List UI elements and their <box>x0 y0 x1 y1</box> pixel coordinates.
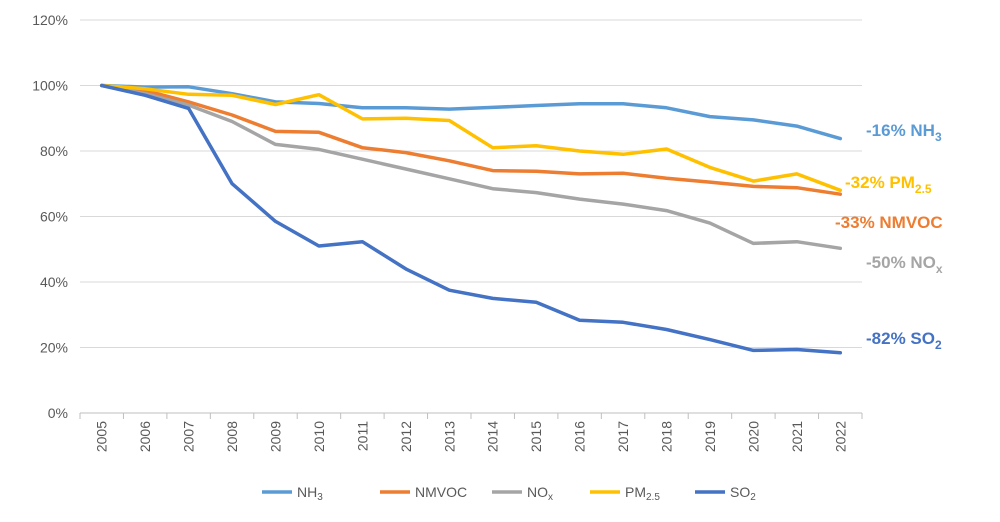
x-tick-label: 2020 <box>745 421 761 452</box>
end-label: -32% PM2.5 <box>845 173 932 196</box>
end-labels: -16% NH3 -33% NMVOC -50% NOx -32% PM2.5 -82%… <box>835 121 943 352</box>
x-tick-label: 2022 <box>832 421 848 452</box>
gridlines <box>80 19 862 414</box>
x-tick-label: 2007 <box>181 421 197 452</box>
x-tick-label: 2015 <box>528 421 544 452</box>
x-tick-label: 2018 <box>659 421 675 452</box>
y-tick-label: 120% <box>32 12 68 28</box>
legend-label: PM2.5 <box>625 484 660 503</box>
y-axis: 0% 20% 40% 60% 80% 100% 120% <box>32 12 68 421</box>
x-tick-label: 2009 <box>268 421 284 452</box>
end-label: -50% NOx <box>866 253 943 276</box>
legend-label: NOx <box>527 484 553 503</box>
end-label: -16% NH3 <box>866 121 942 144</box>
series-line-nh3 <box>99 83 843 141</box>
x-tick-label: 2005 <box>94 421 110 452</box>
series-line-nox <box>99 83 843 251</box>
series-lines <box>99 83 843 355</box>
legend-label: SO2 <box>730 484 756 503</box>
x-tick-label: 2021 <box>789 421 805 452</box>
x-tick-label: 2014 <box>485 421 501 452</box>
x-tick-label: 2013 <box>441 421 457 452</box>
x-tick-label: 2010 <box>311 421 327 452</box>
x-tick-label: 2006 <box>137 421 153 452</box>
x-tick-label: 2008 <box>224 421 240 452</box>
x-tick-label: 2019 <box>702 421 718 452</box>
y-tick-label: 100% <box>32 78 68 94</box>
y-tick-label: 40% <box>40 274 68 290</box>
y-tick-label: 20% <box>40 340 68 356</box>
x-tick-label: 2016 <box>572 421 588 452</box>
x-tick-label: 2011 <box>354 421 370 451</box>
x-tick-label: 2017 <box>615 421 631 452</box>
series-line-pm25 <box>99 83 843 193</box>
series-line-so2 <box>99 83 843 355</box>
end-label: -33% NMVOC <box>835 213 943 232</box>
y-tick-label: 60% <box>40 209 68 225</box>
x-tick-label: 2012 <box>398 421 414 452</box>
y-tick-label: 0% <box>48 405 68 421</box>
end-label: -82% SO2 <box>866 329 942 352</box>
series-line-nmvoc <box>99 83 843 196</box>
legend: NH3 NMVOC NOx PM2.5 SO2 <box>262 484 756 503</box>
y-tick-label: 80% <box>40 143 68 159</box>
legend-label: NH3 <box>297 484 323 503</box>
x-axis: 2005 2006 2007 2008 2009 2010 2011 2012 2013 2014… <box>79 413 863 452</box>
legend-label: NMVOC <box>415 484 467 500</box>
